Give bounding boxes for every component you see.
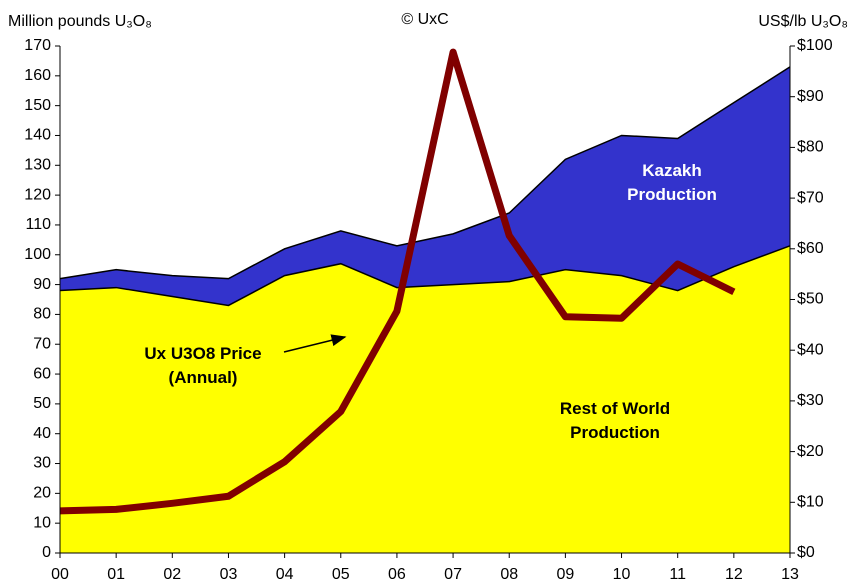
y2-tick-label: $0	[797, 544, 815, 561]
y2-tick-label: $60	[797, 240, 824, 257]
annotation-line: (Annual)	[169, 368, 238, 387]
annotation-line: Production	[570, 423, 660, 442]
source: © UxC	[401, 11, 448, 28]
y2-tick-label: $40	[797, 341, 824, 358]
area	[60, 245, 790, 554]
annotation: Ux U3O8 Price (Annual)	[144, 344, 261, 387]
y-tick-label: 70	[33, 335, 51, 352]
x-tick-label: 08	[500, 566, 518, 583]
y2-tick-label: $20	[797, 443, 824, 460]
annotation-line: Production	[627, 185, 717, 204]
y2-tick-label: $100	[797, 37, 833, 54]
x-tick-label: 07	[444, 566, 462, 583]
y-tick-label: 80	[33, 306, 51, 323]
y-tick-label: 90	[33, 276, 51, 293]
y-tick-label: 100	[24, 246, 51, 263]
x-tick-label: 01	[107, 566, 125, 583]
y2-tick-label: $80	[797, 139, 824, 156]
y-tick-label: 0	[42, 544, 51, 561]
area-outline	[59, 66, 791, 280]
y-tick-label: 40	[33, 425, 51, 442]
y2-tick-label: $50	[797, 291, 824, 308]
x-tick-label: 13	[781, 566, 799, 583]
x-tick-label: 11	[669, 566, 686, 583]
annotation-arrow	[283, 334, 347, 353]
y2-tick-label: $10	[797, 494, 824, 511]
annotation: Rest of World Production	[560, 399, 670, 442]
x-tick-label: 12	[725, 566, 743, 583]
x-tick-label: 03	[220, 566, 238, 583]
annotation-line: Rest of World	[560, 399, 670, 418]
x-tick-label: 05	[332, 566, 350, 583]
y2-tick-label: $90	[797, 88, 824, 105]
x-tick-label: 04	[276, 566, 294, 583]
y2-tick-label: $30	[797, 392, 824, 409]
price-line	[59, 48, 736, 515]
y-axis-label: Million pounds U₃O₈	[8, 13, 152, 30]
x-tick-label: 10	[613, 566, 631, 583]
x-tick-label: 02	[163, 566, 181, 583]
y-tick-label: 130	[24, 157, 51, 174]
y-tick-label: 110	[25, 216, 51, 233]
y-tick-label: 140	[24, 127, 51, 144]
y-tick-label: 150	[24, 97, 51, 114]
y-tick-label: 120	[24, 186, 51, 203]
y-tick-label: 170	[24, 37, 51, 54]
annotation: Kazakh Production	[627, 161, 717, 204]
x-tick-label: 06	[388, 566, 406, 583]
annotation-line: Kazakh	[642, 161, 702, 180]
y-tick-label: 60	[33, 365, 51, 382]
x-tick-label: 09	[556, 566, 574, 583]
y-tick-label: 160	[24, 67, 51, 84]
annotation-line: Ux U3O8 Price	[144, 344, 261, 363]
y2-axis-label: US$/lb U₃O₈	[758, 13, 848, 30]
area	[60, 66, 790, 306]
y-tick-label: 10	[33, 514, 51, 531]
x-tick-label: 00	[51, 566, 69, 583]
y2-tick-label: $70	[797, 189, 824, 206]
area-outline	[59, 245, 791, 307]
y-tick-label: 50	[33, 395, 51, 412]
y-tick-label: 30	[33, 455, 51, 472]
y-tick-label: 20	[33, 485, 51, 502]
